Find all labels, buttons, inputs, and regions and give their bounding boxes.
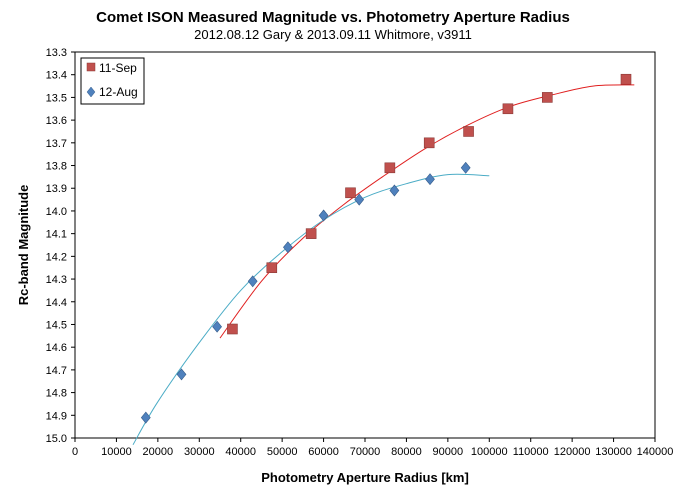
point-12-aug [354, 193, 365, 206]
y-tick-label: 14.2 [46, 251, 67, 263]
y-tick-label: 13.6 [46, 115, 67, 127]
y-tick-label: 13.9 [46, 183, 67, 195]
y-tick-label: 14.7 [46, 365, 67, 377]
point-11-sep [227, 323, 238, 335]
x-tick-label: 140000 [637, 446, 674, 458]
x-axis-title: Photometry Aperture Radius [km] [261, 470, 469, 485]
x-tick-label: 70000 [350, 446, 381, 458]
data-points [140, 73, 632, 424]
x-tick-label: 50000 [267, 446, 298, 458]
y-axis-title: Rc-band Magnitude [16, 185, 31, 306]
trendline-11-sep [219, 84, 635, 339]
y-tick-label: 14.0 [46, 206, 67, 218]
x-axis: 0 10000 20000 30000 40000 50000 60000 70000 8000… [72, 438, 673, 458]
y-tick-label: 13.3 [46, 47, 67, 59]
legend-marker-12-aug [86, 86, 96, 98]
x-tick-label: 60000 [308, 446, 339, 458]
y-tick-label: 14.6 [46, 342, 67, 354]
point-12-aug [212, 320, 222, 333]
point-12-aug [283, 241, 293, 254]
trendline-12-aug [132, 173, 490, 446]
x-tick-label: 90000 [433, 446, 464, 458]
y-tick-label: 13.4 [46, 70, 67, 82]
x-tick-label: 30000 [184, 446, 215, 458]
y-tick-label: 14.5 [46, 319, 67, 331]
y-tick-label: 14.1 [46, 229, 67, 241]
legend-label-12-aug: 12-Aug [99, 85, 138, 99]
y-tick-label: 14.4 [46, 297, 67, 309]
x-tick-label: 0 [72, 446, 78, 458]
point-11-sep [502, 103, 514, 115]
y-axis: 13.3 13.4 13.5 13.6 13.7 13.8 13.9 14.0 14.1 14.2… [46, 47, 75, 445]
point-12-aug [247, 275, 258, 288]
point-12-aug [318, 209, 329, 222]
x-tick-label: 80000 [391, 446, 422, 458]
y-tick-label: 15.0 [46, 433, 67, 445]
point-12-aug [460, 161, 471, 174]
legend-marker-11-sep [86, 62, 96, 72]
trendlines [132, 84, 635, 446]
y-tick-label: 13.7 [46, 138, 67, 150]
y-tick-label: 13.8 [46, 161, 67, 173]
point-12-aug [140, 411, 151, 424]
point-12-aug [176, 368, 187, 381]
point-11-sep [266, 262, 278, 274]
x-tick-label: 110000 [513, 446, 549, 458]
point-11-sep [463, 126, 474, 137]
point-11-sep [345, 187, 356, 199]
y-tick-label: 14.9 [46, 410, 67, 422]
y-tick-label: 14.3 [46, 274, 67, 286]
point-11-sep [541, 92, 553, 103]
legend-label-11-sep: 11-Sep [99, 61, 137, 75]
x-tick-label: 20000 [143, 446, 174, 458]
chart-subtitle: 2012.08.12 Gary & 2013.09.11 Whitmore, v… [194, 27, 472, 42]
y-tick-label: 14.8 [46, 388, 67, 400]
point-12-aug [389, 184, 400, 197]
x-tick-label: 120000 [554, 446, 591, 458]
plot-area-frame [74, 51, 656, 439]
x-tick-label: 10000 [101, 446, 132, 458]
x-tick-label: 40000 [225, 446, 256, 458]
point-11-sep [305, 228, 317, 239]
point-11-sep [620, 73, 632, 85]
legend: 11-Sep 12-Aug [80, 57, 145, 105]
x-tick-label: 100000 [471, 446, 508, 458]
chart-title: Comet ISON Measured Magnitude vs. Photom… [96, 9, 570, 26]
point-12-aug [425, 173, 435, 186]
point-11-sep [423, 137, 435, 149]
y-tick-label: 13.5 [46, 92, 67, 104]
point-11-sep [384, 162, 396, 174]
x-tick-label: 130000 [595, 446, 632, 458]
